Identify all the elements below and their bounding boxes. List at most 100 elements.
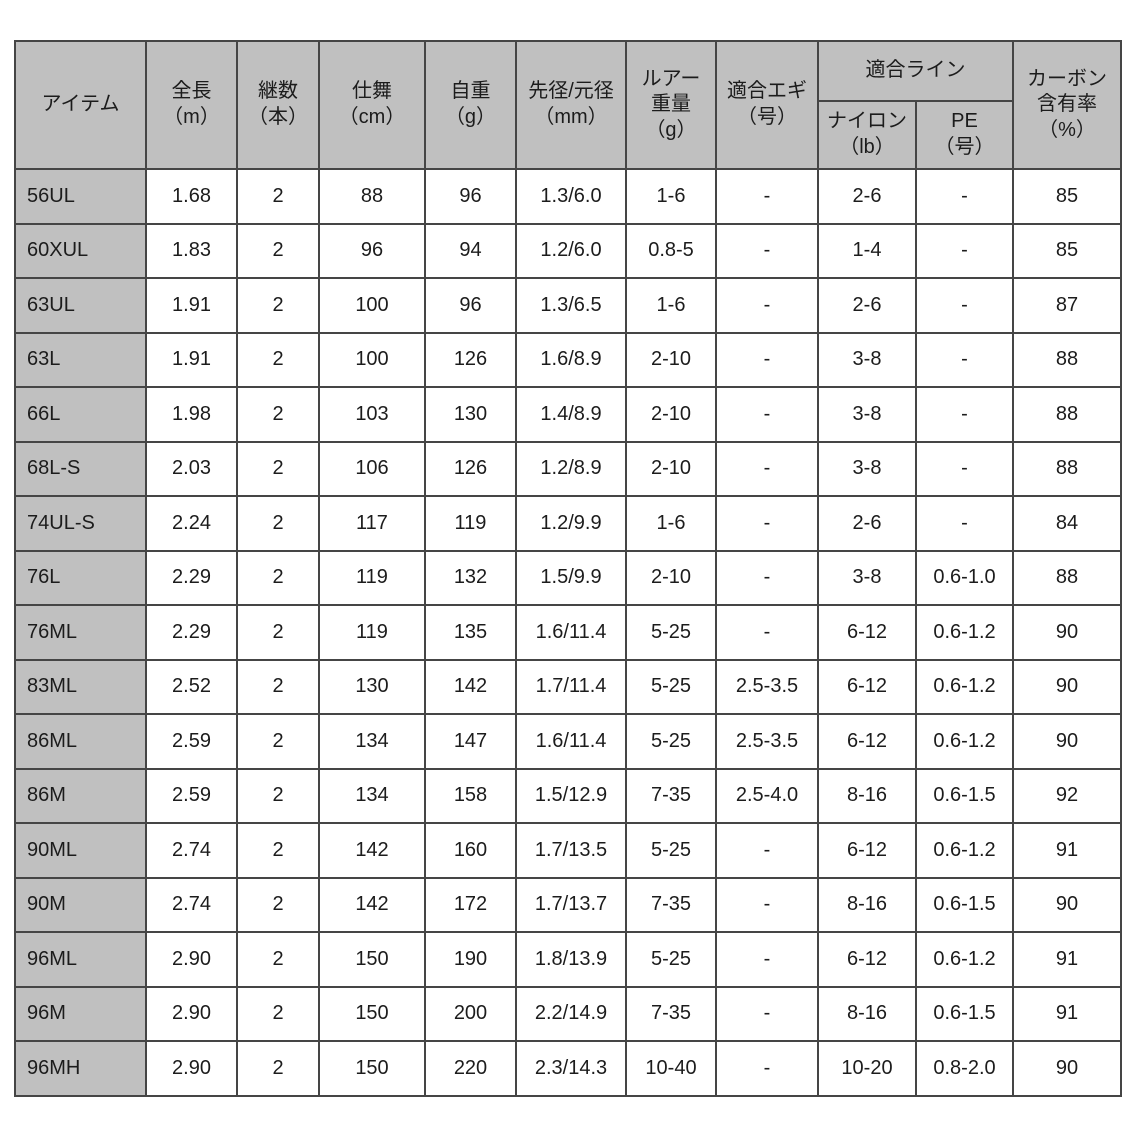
table-row: 66L 1.98 2 103 130 1.4/8.9 2-10-3-8-88: [14, 386, 1122, 443]
cell-tsugisu: 2: [236, 822, 320, 879]
row-item-label: 63UL: [14, 277, 147, 334]
column-header-pieces: 継数 （本）: [236, 40, 320, 170]
cell-lure: 5-25: [625, 713, 717, 770]
cell-shimai: 88: [318, 168, 426, 225]
cell-pe: -: [915, 168, 1014, 225]
cell-zencho: 2.59: [145, 767, 238, 824]
cell-nylon: 6-12: [817, 713, 917, 770]
column-header-carbon-content: カーボン 含有率 （%）: [1012, 40, 1122, 170]
cell-pe: -: [915, 386, 1014, 443]
cell-carbon: 90: [1012, 604, 1122, 661]
cell-shimai: 96: [318, 222, 426, 279]
cell-lure: 7-35: [625, 767, 717, 824]
column-header-closed-length: 仕舞 （cm）: [318, 40, 426, 170]
cell-shimai: 150: [318, 1040, 426, 1097]
header-row-2: ナイロン （lb） PE （号）: [15, 100, 1121, 170]
cell-lure: 2-10: [625, 549, 717, 606]
column-header-egi-size: 適合エギ （号）: [715, 40, 819, 170]
cell-pe: 0.6-1.2: [915, 658, 1014, 715]
column-header-total-length: 全長 （m）: [145, 40, 238, 170]
row-item-label: 96ML: [14, 931, 147, 988]
cell-shimai: 142: [318, 876, 426, 933]
cell-zencho: 1.68: [145, 168, 238, 225]
cell-tsugisu: 2: [236, 658, 320, 715]
cell-sakimoto: 1.5/12.9: [515, 767, 627, 824]
row-item-label: 90ML: [14, 822, 147, 879]
cell-jijuu: 132: [424, 549, 517, 606]
spec-table-header: アイテム 全長 （m） 継数 （本） 仕舞 （cm） 自重 （g） 先径/元径 …: [14, 40, 1122, 170]
cell-pe: -: [915, 277, 1014, 334]
cell-zencho: 2.29: [145, 604, 238, 661]
cell-sakimoto: 1.6/8.9: [515, 331, 627, 388]
cell-carbon: 88: [1012, 440, 1122, 497]
cell-pe: 0.6-1.2: [915, 822, 1014, 879]
cell-sakimoto: 1.7/11.4: [515, 658, 627, 715]
cell-carbon: 91: [1012, 822, 1122, 879]
cell-pe: -: [915, 440, 1014, 497]
cell-sakimoto: 1.2/9.9: [515, 495, 627, 552]
cell-zencho: 2.74: [145, 822, 238, 879]
cell-nylon: 3-8: [817, 331, 917, 388]
cell-egi: -: [715, 440, 819, 497]
cell-jijuu: 147: [424, 713, 517, 770]
cell-nylon: 3-8: [817, 549, 917, 606]
cell-lure: 7-35: [625, 876, 717, 933]
cell-sakimoto: 2.3/14.3: [515, 1040, 627, 1097]
cell-carbon: 84: [1012, 495, 1122, 552]
cell-pe: -: [915, 222, 1014, 279]
cell-sakimoto: 1.8/13.9: [515, 931, 627, 988]
cell-egi: 2.5-3.5: [715, 713, 819, 770]
cell-nylon: 8-16: [817, 985, 917, 1042]
cell-tsugisu: 2: [236, 277, 320, 334]
spec-table: アイテム 全長 （m） 継数 （本） 仕舞 （cm） 自重 （g） 先径/元径 …: [14, 40, 1122, 1097]
cell-jijuu: 96: [424, 277, 517, 334]
cell-pe: -: [915, 331, 1014, 388]
cell-jijuu: 119: [424, 495, 517, 552]
cell-pe: -: [915, 495, 1014, 552]
cell-tsugisu: 2: [236, 549, 320, 606]
cell-zencho: 2.90: [145, 1040, 238, 1097]
cell-lure: 5-25: [625, 604, 717, 661]
cell-tsugisu: 2: [236, 876, 320, 933]
cell-egi: 2.5-4.0: [715, 767, 819, 824]
table-row: 83ML 2.52 2 130 142 1.7/11.4 5-25 2.5-3.5 6-12 0.…: [14, 658, 1122, 715]
row-item-label: 56UL: [14, 168, 147, 225]
cell-egi: -: [715, 331, 819, 388]
cell-zencho: 2.52: [145, 658, 238, 715]
cell-zencho: 2.24: [145, 495, 238, 552]
cell-zencho: 2.90: [145, 931, 238, 988]
table-row: 86M 2.59 2 134 158 1.5/12.9 7-35 2.5-4.0 8-16 0.6…: [14, 767, 1122, 824]
cell-zencho: 2.03: [145, 440, 238, 497]
cell-pe: 0.6-1.5: [915, 876, 1014, 933]
cell-egi: -: [715, 931, 819, 988]
cell-jijuu: 200: [424, 985, 517, 1042]
cell-shimai: 134: [318, 713, 426, 770]
cell-lure: 1-6: [625, 168, 717, 225]
cell-shimai: 103: [318, 386, 426, 443]
cell-shimai: 142: [318, 822, 426, 879]
cell-sakimoto: 1.5/9.9: [515, 549, 627, 606]
table-row: 86ML 2.59 2 134 147 1.6/11.4 5-25 2.5-3.5 6-12 0.…: [14, 713, 1122, 770]
cell-pe: 0.6-1.5: [915, 767, 1014, 824]
table-row: 60XUL 1.83 2 96 94 1.2/6.0 0.8-5-1-4-85: [14, 222, 1122, 279]
cell-carbon: 90: [1012, 658, 1122, 715]
cell-pe: 0.8-2.0: [915, 1040, 1014, 1097]
cell-jijuu: 130: [424, 386, 517, 443]
spec-table-body: 56UL 1.68 2 88 96 1.3/6.0 1-6-2-6-85 60XUL 1.83 2…: [14, 168, 1122, 1097]
column-header-lure-weight: ルアー 重量 （g）: [625, 40, 717, 170]
cell-egi: -: [715, 1040, 819, 1097]
row-item-label: 74UL-S: [14, 495, 147, 552]
cell-zencho: 2.59: [145, 713, 238, 770]
row-item-label: 86M: [14, 767, 147, 824]
table-row: 63L 1.91 2 100 126 1.6/8.9 2-10-3-8-88: [14, 331, 1122, 388]
cell-jijuu: 126: [424, 440, 517, 497]
cell-sakimoto: 1.7/13.7: [515, 876, 627, 933]
cell-shimai: 100: [318, 277, 426, 334]
cell-shimai: 134: [318, 767, 426, 824]
cell-nylon: 2-6: [817, 277, 917, 334]
cell-shimai: 150: [318, 931, 426, 988]
cell-egi: -: [715, 222, 819, 279]
table-row: 90M 2.74 2 142 172 1.7/13.7 7-35-8-16 0.6-1.5 90: [14, 876, 1122, 933]
cell-pe: 0.6-1.2: [915, 713, 1014, 770]
